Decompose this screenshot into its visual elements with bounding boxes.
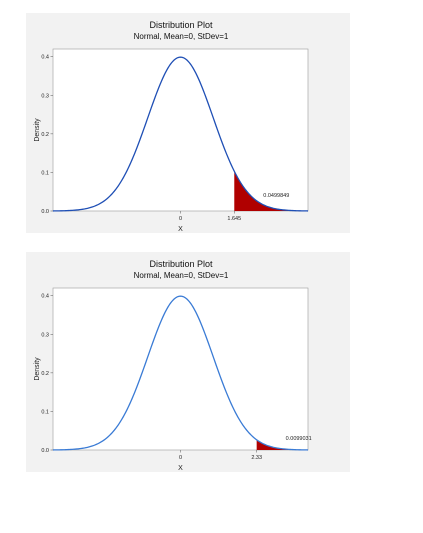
distribution-plot-2-svg: Distribution Plot Normal, Mean=0, StDev=… (26, 252, 350, 472)
shaded-tail-region (234, 171, 308, 211)
chart-subtitle: Normal, Mean=0, StDev=1 (134, 32, 229, 41)
distribution-plot-1-svg: Distribution Plot Normal, Mean=0, StDev=… (26, 13, 350, 233)
shaded-area-label: 0.0499849 (263, 193, 289, 199)
y-axis-label: Density (34, 357, 41, 381)
x-tick-label: 0 (179, 455, 182, 461)
density-curve (52, 295, 309, 451)
shaded-tail-region (256, 439, 308, 450)
distribution-plot-2: Distribution Plot Normal, Mean=0, StDev=… (26, 252, 350, 472)
y-tick-label: 0.2 (41, 132, 49, 138)
distribution-plot-1: Distribution Plot Normal, Mean=0, StDev=… (26, 13, 350, 233)
x-tick-label: 0 (179, 216, 182, 222)
y-axis-label: Density (34, 118, 41, 142)
y-tick-label: 0.3 (41, 93, 49, 99)
x-axis-label: X (178, 465, 183, 472)
y-tick-label: 0.4 (41, 294, 49, 300)
y-tick-label: 0.1 (41, 170, 49, 176)
y-tick-label: 0.0 (41, 209, 49, 215)
chart-subtitle: Normal, Mean=0, StDev=1 (134, 271, 229, 280)
y-tick-label: 0.1 (41, 409, 49, 415)
plot-area (52, 287, 309, 451)
x-tick-label: 1.645 (227, 216, 241, 222)
y-tick-label: 0.3 (41, 332, 49, 338)
y-tick-label: 0.4 (41, 55, 49, 61)
y-tick-label: 0.0 (41, 448, 49, 454)
x-tick-label: 2.33 (251, 455, 262, 461)
plot-area (52, 48, 309, 212)
marks-group: 0.0 0.1 0.2 0.3 0.4 0 1.645 0.0499849 (41, 55, 309, 222)
density-curve (52, 56, 309, 212)
y-tick-label: 0.2 (41, 371, 49, 377)
marks-group: 0.0 0.1 0.2 0.3 0.4 0 2.33 0.0099031 (41, 294, 311, 461)
shaded-area-label: 0.0099031 (286, 436, 312, 442)
chart-title: Distribution Plot (149, 259, 213, 269)
chart-title: Distribution Plot (149, 20, 213, 30)
x-axis-label: X (178, 226, 183, 233)
